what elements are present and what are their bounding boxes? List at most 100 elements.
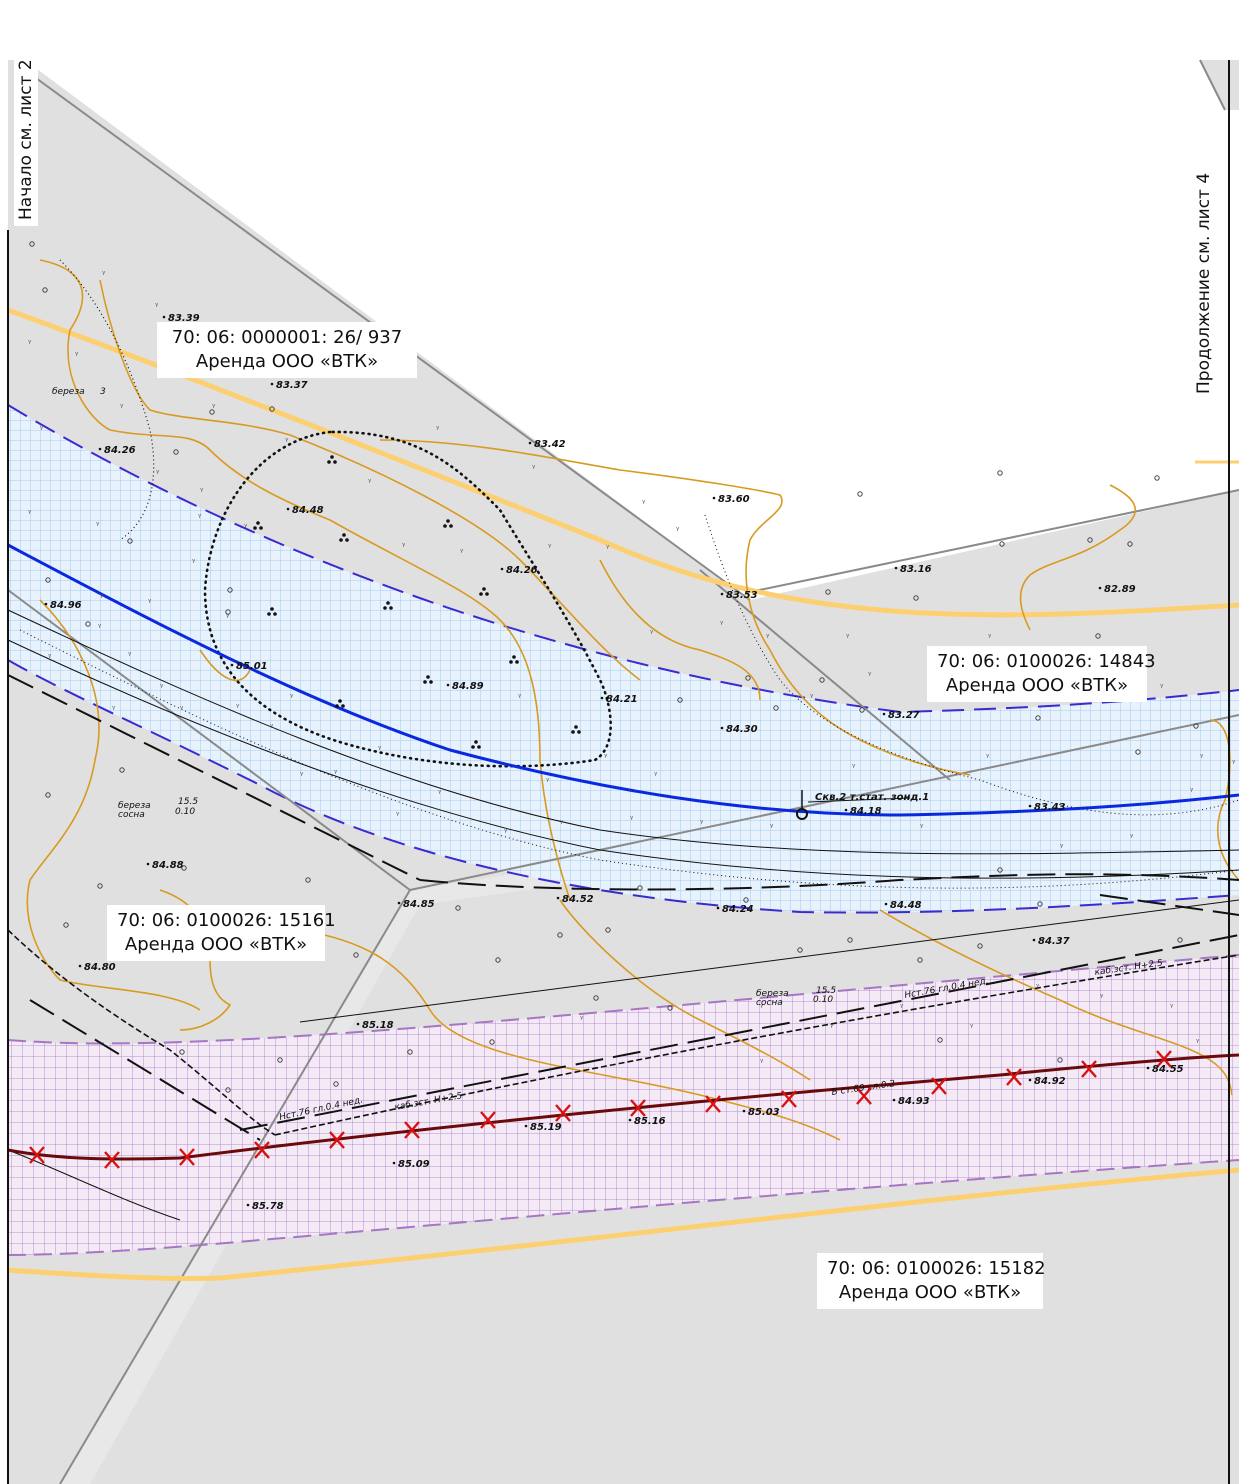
shrub-circle [1127, 541, 1133, 547]
elevation-label: 84.89 [452, 681, 484, 692]
forest-dot [477, 745, 481, 749]
elevation-label: 84.24 [722, 904, 754, 915]
forest-dot [389, 606, 393, 610]
grass-symbol: ᵞ [236, 703, 240, 713]
grass-symbol: ᵞ [676, 526, 680, 536]
shrub-circle [181, 865, 187, 871]
grass-symbol: ᵞ [120, 403, 124, 413]
elevation-label: 84.18 [850, 806, 882, 817]
tree-label-birch-2: береза [118, 801, 151, 811]
shrub-circle [97, 883, 103, 889]
shrub-circle [1177, 937, 1183, 943]
grass-symbol: ᵞ [156, 469, 160, 479]
cable-x-marker [856, 1087, 872, 1105]
elevation-label: 84.52 [562, 894, 594, 905]
elevation-label: 83.43 [1034, 802, 1066, 813]
shrub-circle [225, 1087, 231, 1093]
grass-symbol: ᵞ [970, 1023, 974, 1033]
zone-lower-border [7, 659, 1239, 914]
parcel-label-937: 70: 06: 0000001: 26/ 937 Аренда ООО «ВТК… [157, 322, 417, 378]
shrub-circle [859, 707, 865, 713]
cable-x-marker [1006, 1068, 1022, 1086]
shrub-circle [1154, 475, 1160, 481]
elevation-point [1146, 1066, 1150, 1070]
vegetation-symbols: ᵞ ᵞ ᵞ ᵞ ᵞ ᵞ ᵞ ᵞ ᵞ ᵞ ᵞ ᵞ ᵞ ᵞ ᵞ ᵞ ᵞ ᵞ ᵞ ᵞ ᵞ ᵞ ᵞ ᵞ ᵞ ᵞ ᵞ ᵞ ᵞ ᵞ ᵞ ᵞ ᵞ ᵞ ᵞ ᵞ ᵞ ᵞ ᵞ ᵞ… [28, 270, 1236, 1068]
grass-symbol: ᵞ [212, 403, 216, 413]
elevation-label: 85.01 [236, 661, 268, 672]
grass-symbol: ᵞ [546, 777, 550, 787]
forest-dot [273, 612, 277, 616]
forest-dot [339, 538, 343, 542]
forest-dot [327, 460, 331, 464]
grass-symbol: ᵞ [226, 613, 230, 623]
grass-symbol: ᵞ [1190, 787, 1194, 797]
grass-symbol: ᵞ [40, 425, 44, 435]
forest-dot [270, 607, 274, 611]
tree-label-birch-3: береза [756, 989, 789, 999]
grass-symbol: ᵞ [868, 671, 872, 681]
grass-symbol: ᵞ [200, 487, 204, 497]
grass-symbol: ᵞ [1196, 1038, 1200, 1048]
shrub-circle [667, 1005, 673, 1011]
parcel-number: 70: 06: 0000001: 26/ 937 [171, 327, 403, 348]
grass-symbol: ᵞ [102, 270, 106, 280]
grass-symbol: ᵞ [438, 789, 442, 799]
cable-x-marker [104, 1151, 120, 1169]
elevation-point [1028, 804, 1032, 808]
elevation-label: 85.03 [748, 1107, 780, 1118]
elevation-label: 83.60 [718, 494, 750, 505]
water-axis [7, 543, 1239, 817]
parcel-area-upper-right [1200, 60, 1239, 110]
parcel-number: 70: 06: 0100026: 14843 [937, 651, 1156, 672]
grass-symbol: ᵞ [604, 753, 608, 763]
tree-size-3: 15.5 [816, 986, 836, 996]
tree-label-pine-2: сосна [118, 810, 145, 820]
elevation-point [146, 862, 150, 866]
sheet-note-start: Начало см. лист 2 [14, 53, 38, 226]
forest-dot [345, 538, 349, 542]
elevation-point [1028, 1078, 1032, 1082]
elevation-point [720, 726, 724, 730]
dashed-black-lines [7, 674, 1239, 1141]
grass-symbol: ᵞ [548, 543, 552, 553]
grass-symbol: ᵞ [518, 693, 522, 703]
cable-x-marker [179, 1148, 195, 1166]
shrub-symbols [29, 241, 1199, 1093]
elevation-label: 83.53 [726, 590, 758, 601]
shrub-circle [1087, 537, 1093, 543]
forest-dot [386, 601, 390, 605]
elevation-label: 84.88 [152, 860, 184, 871]
forest-dot [423, 680, 427, 684]
grass-symbol: ᵞ [642, 499, 646, 509]
grass-symbol: ᵞ [96, 521, 100, 531]
grass-symbol: ᵞ [650, 629, 654, 639]
forest-dot [449, 524, 453, 528]
parcel-label-15161: 70: 06: 0100026: 15161 Аренда ООО «ВТК» [107, 905, 336, 961]
grass-symbol: ᵞ [988, 633, 992, 643]
elevation-label: 84.37 [1038, 936, 1070, 947]
elevation-label: 85.19 [530, 1122, 562, 1133]
grass-symbol: ᵞ [128, 651, 132, 661]
shrub-circle [825, 589, 831, 595]
elevation-label: 84.96 [50, 600, 82, 611]
grass-symbol: ᵞ [460, 548, 464, 558]
forest-dot [330, 455, 334, 459]
grass-symbol: ᵞ [290, 693, 294, 703]
grass-symbol: ᵞ [28, 339, 32, 349]
shrub-circle [917, 957, 923, 963]
grass-symbol: ᵞ [760, 1003, 764, 1013]
elevation-point [884, 902, 888, 906]
grass-symbol: ᵞ [560, 819, 564, 829]
elevation-point [844, 808, 848, 812]
elevation-point [600, 696, 604, 700]
shrub-circle [29, 241, 35, 247]
grass-symbol: ᵞ [700, 819, 704, 829]
shrub-circle [743, 897, 749, 903]
grass-symbol: ᵞ [270, 723, 274, 733]
cable-x-marker [329, 1131, 345, 1149]
shrub-circle [937, 1037, 943, 1043]
elevation-point [892, 1098, 896, 1102]
elevation-label: 84.80 [84, 962, 116, 973]
shrub-circle [333, 1081, 339, 1087]
